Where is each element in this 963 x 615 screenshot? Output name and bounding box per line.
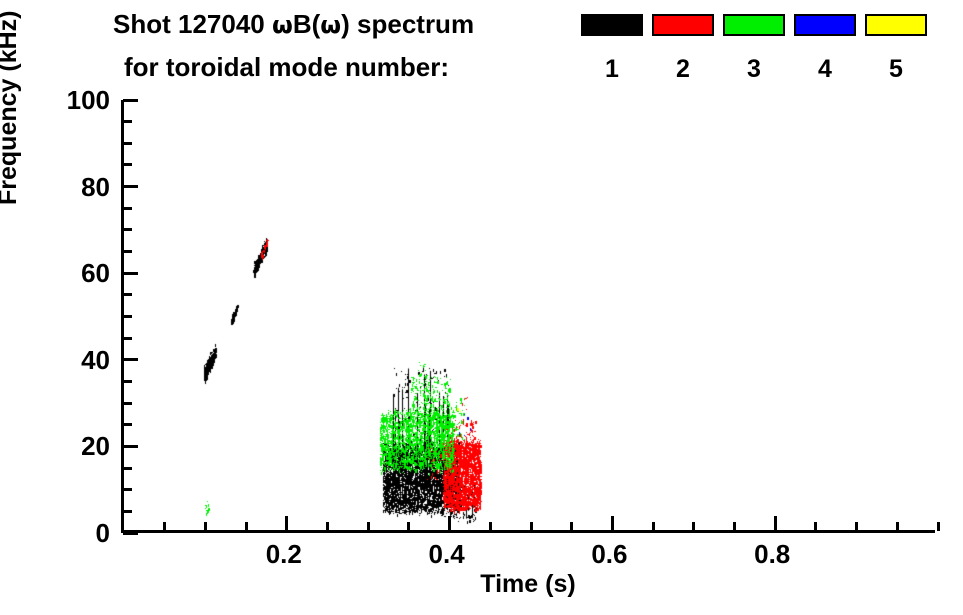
x-tick-minor — [366, 522, 370, 531]
x-tick-label-0.2: 0.2 — [265, 539, 302, 569]
plot-area — [121, 98, 940, 535]
y-tick-minor — [123, 250, 132, 254]
x-tick-label-0.8: 0.8 — [754, 539, 791, 569]
title-mid: B( — [292, 9, 321, 39]
y-tick-label-80: 80 — [81, 171, 110, 202]
legend-label-4: 4 — [818, 55, 832, 83]
y-tick-minor — [123, 466, 132, 470]
y-tick-label-0: 0 — [95, 518, 110, 548]
x-tick-minor — [488, 522, 492, 531]
legend-item-3[interactable]: 3 — [723, 14, 785, 83]
legend-item-4[interactable]: 4 — [794, 14, 856, 83]
legend-item-5[interactable]: 5 — [865, 14, 927, 83]
legend-swatch-1 — [581, 14, 643, 36]
legend-label-1: 1 — [605, 55, 619, 83]
y-tick-major-20 — [123, 444, 138, 448]
title-suffix: ) spectrum — [341, 9, 475, 39]
legend-item-2[interactable]: 2 — [652, 14, 714, 83]
legend-swatch-5 — [865, 14, 927, 36]
chart-title-line-1: Shot 127040 ωB(ω) spectrum — [113, 9, 474, 40]
omega-symbol-2: ω — [320, 11, 342, 39]
x-tick-minor — [203, 522, 207, 531]
y-tick-label-20: 20 — [81, 431, 110, 462]
y-tick-major-60 — [123, 271, 138, 275]
legend-label-3: 3 — [747, 55, 761, 83]
x-tick-minor — [814, 522, 818, 531]
legend-swatch-4 — [794, 14, 856, 36]
y-tick-minor — [123, 163, 132, 167]
y-tick-minor — [123, 206, 132, 210]
y-tick-major-100 — [123, 98, 138, 102]
y-tick-minor — [123, 120, 132, 124]
x-tick-minor — [651, 522, 655, 531]
spectrogram-data-layer — [124, 100, 938, 533]
y-tick-minor — [123, 488, 132, 492]
omega-symbol-1: ω — [271, 11, 293, 39]
x-tick-minor — [244, 522, 248, 531]
y-tick-minor — [123, 423, 132, 427]
y-tick-minor — [123, 293, 132, 297]
y-tick-major-0 — [123, 531, 138, 535]
x-tick-minor — [855, 522, 859, 531]
x-tick-major-0.2 — [285, 516, 289, 531]
legend-item-1[interactable]: 1 — [581, 14, 643, 83]
y-tick-label-100: 100 — [66, 85, 110, 115]
x-tick-minor — [570, 522, 574, 531]
legend: 1 2 3 4 5 — [0, 0, 963, 95]
y-tick-label-60: 60 — [81, 258, 110, 289]
x-tick-minor — [733, 522, 736, 531]
x-tick-minor — [163, 522, 167, 531]
title-prefix: Shot 127040 — [113, 9, 272, 39]
y-tick-minor — [123, 336, 132, 340]
x-tick-minor — [529, 522, 533, 531]
x-tick-label-0.4: 0.4 — [428, 539, 465, 569]
x-tick-major-0.6 — [610, 516, 614, 531]
x-tick-minor — [895, 522, 899, 531]
x-tick-major-0.8 — [773, 516, 777, 531]
y-tick-minor — [123, 401, 132, 405]
x-tick-major-0.4 — [448, 516, 452, 531]
x-tick-label-0.6: 0.6 — [591, 539, 628, 569]
x-tick-minor — [936, 522, 940, 531]
legend-label-2: 2 — [676, 55, 690, 83]
y-tick-minor — [123, 509, 132, 513]
chart-title-line-2: for toroidal mode number: — [124, 52, 449, 82]
legend-swatch-2 — [652, 14, 714, 36]
y-tick-minor — [123, 315, 132, 318]
y-tick-minor — [123, 379, 132, 383]
legend-label-5: 5 — [889, 55, 903, 83]
x-axis-title: Time (s) — [480, 570, 576, 598]
y-tick-major-80 — [123, 185, 138, 189]
y-tick-label-40: 40 — [81, 344, 110, 375]
legend-swatch-3 — [723, 14, 785, 36]
x-tick-minor — [326, 522, 329, 531]
y-tick-major-40 — [123, 358, 138, 362]
y-tick-minor — [123, 228, 132, 232]
y-tick-minor — [123, 141, 132, 145]
x-tick-minor — [692, 522, 696, 531]
x-tick-minor — [407, 522, 411, 531]
